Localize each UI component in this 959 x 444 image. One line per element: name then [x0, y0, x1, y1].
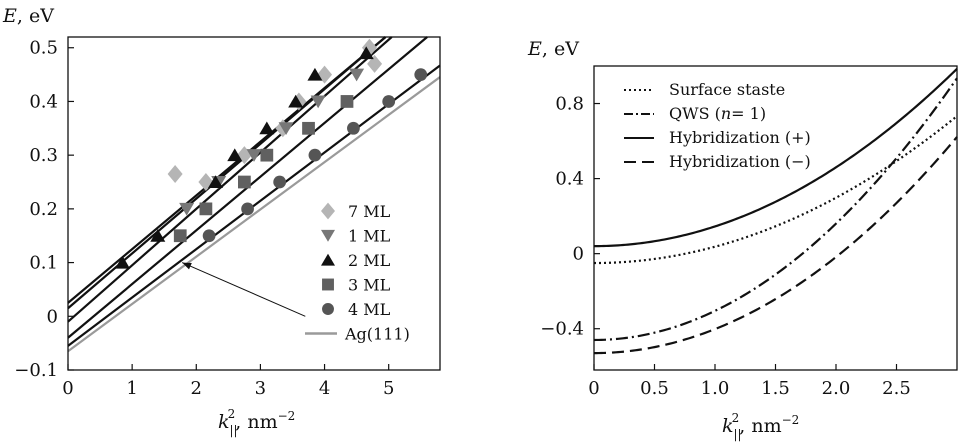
data-point-4-ml — [308, 148, 322, 162]
legend-label-qws-n-1: QWS (n= 1) — [669, 104, 766, 123]
legend-label-hybridization: Hybridization (+) — [669, 128, 811, 147]
data-point-2-ml — [227, 148, 243, 162]
fit-line-4-ml — [67, 64, 441, 347]
data-point-7-ml — [167, 164, 183, 183]
left-xtick-label: 5 — [383, 378, 394, 399]
legend-marker-4-ml — [322, 303, 334, 315]
annotation-arrow-shaft — [181, 262, 306, 317]
data-point-2-ml — [358, 46, 374, 60]
data-point-7-ml — [367, 54, 383, 73]
legend-label-ag-111: Ag(111) — [344, 325, 410, 344]
legend-label-surface-staste: Surface staste — [669, 80, 785, 99]
curve-hybridization — [593, 136, 958, 355]
left-ytick-label: 0.4 — [29, 91, 58, 112]
data-point-4-ml — [347, 121, 360, 135]
left-ytick-label: 0.2 — [29, 199, 58, 220]
data-point-2-ml — [150, 228, 166, 242]
data-point-3-ml — [173, 229, 187, 243]
legend-label-4-ml: 4 ML — [348, 300, 391, 319]
right-xtick-label: 1.0 — [701, 378, 730, 399]
left-xtick-label: 3 — [255, 378, 266, 399]
left-xtick-label: 2 — [191, 378, 202, 399]
data-point-1-ml — [179, 202, 195, 216]
data-point-1-ml — [349, 68, 365, 82]
data-point-3-ml — [260, 148, 274, 162]
left-data-points — [115, 38, 428, 269]
right-xtick-label: 2.0 — [822, 378, 851, 399]
data-point-2-ml — [208, 175, 224, 189]
data-point-1-ml — [278, 122, 294, 136]
data-point-3-ml — [238, 175, 251, 189]
data-point-7-ml — [198, 173, 214, 192]
curve-surface-staste — [593, 115, 958, 265]
left-xtick-label: 4 — [319, 378, 330, 399]
right-xtick-label: 1.5 — [761, 378, 790, 399]
left-ylabel: E, eV — [2, 5, 54, 27]
data-point-4-ml — [382, 95, 396, 108]
left-xtick-label: 0 — [62, 378, 73, 399]
data-point-3-ml — [199, 202, 213, 216]
data-point-4-ml — [241, 202, 254, 216]
right-ylabel: E, eV — [527, 38, 579, 60]
data-point-3-ml — [340, 95, 354, 108]
data-point-2-ml — [288, 94, 304, 108]
legend-marker-2-ml — [321, 253, 335, 266]
data-point-7-ml — [317, 65, 333, 84]
right-ytick-label: −0.4 — [540, 319, 584, 340]
left-plot-frame — [67, 36, 441, 371]
legend-marker-3-ml — [322, 278, 334, 291]
fit-line-1-ml — [67, 36, 393, 323]
data-point-4-ml — [202, 229, 216, 243]
right-ytick-label: 0.8 — [555, 94, 584, 115]
right-xlabel: k||2, nm−2 — [722, 411, 799, 441]
legend-label-7-ml: 7 ML — [348, 202, 391, 221]
curve-hybridization — [593, 68, 958, 248]
annotation-arrow — [181, 262, 306, 317]
legend-marker-7-ml — [321, 202, 335, 220]
right-ytick-label: 0 — [573, 244, 584, 265]
left-legend: 7 ML 1 ML 2 ML 3 ML 4 ML Ag(111) — [300, 202, 438, 346]
right-ytick-label: 0.4 — [555, 169, 584, 190]
right-ticks: 0 0.5 1.0 1.5 2.0 2.5 0.8 0.4 0 −0.4 — [540, 94, 911, 399]
data-point-4-ml — [273, 175, 287, 189]
right-curves — [593, 68, 958, 355]
data-point-1-ml — [310, 95, 326, 109]
data-point-2-ml — [259, 121, 275, 135]
legend-label-1-ml: 1 ML — [348, 227, 391, 246]
data-point-3-ml — [302, 121, 315, 135]
legend-label-2-ml: 2 ML — [348, 251, 391, 270]
right-xtick-label: 0 — [588, 378, 599, 399]
legend-label-hybridization: Hybridization (−) — [669, 152, 811, 171]
left-ytick-label: 0.1 — [29, 253, 58, 274]
fit-line-ag-111 — [67, 76, 441, 353]
left-xlabel: k||2, nm−2 — [218, 407, 295, 437]
annotation-arrow-head — [182, 262, 192, 270]
data-point-2-ml — [307, 67, 323, 81]
right-chart: E, eV 0 0.5 1.0 1.5 2.0 2.5 0.8 0.4 0 −0.4 Surfac… — [527, 38, 958, 441]
data-point-1-ml — [246, 149, 262, 162]
left-ytick-label: 0 — [47, 306, 58, 327]
data-point-2-ml — [115, 255, 131, 269]
legend-marker-1-ml — [321, 229, 335, 242]
curve-qws-n-1 — [593, 77, 958, 342]
left-chart: E, eV 0 1 2 3 4 50.50.40.30.20.10−0.1 7 ML1 M… — [2, 5, 441, 437]
right-plot-frame — [593, 65, 958, 371]
left-ytick-label: 0.5 — [29, 38, 58, 59]
data-point-4-ml — [414, 68, 428, 81]
right-xtick-label: 0.5 — [640, 378, 669, 399]
left-ytick-label: −0.1 — [14, 360, 58, 381]
right-xtick-label: 2.5 — [882, 378, 911, 399]
legend-label-3-ml: 3 ML — [348, 276, 391, 295]
left-ytick-label: 0.3 — [29, 145, 58, 166]
left-xtick-label: 1 — [126, 378, 137, 399]
right-legend: Surface staste QWS (n= 1) Hybridization (+… — [624, 80, 811, 171]
